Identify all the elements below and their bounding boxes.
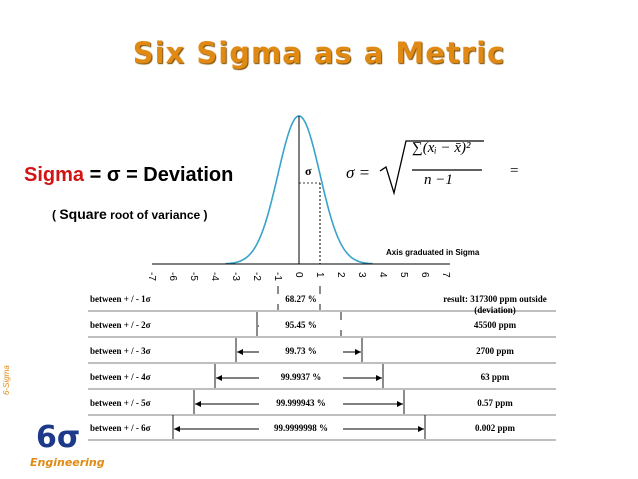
axis-tick: 1 [314,272,325,278]
row-label: between + / - 4σ [90,372,151,382]
row-result: 0.002 ppm [474,423,515,433]
row-percentage: 68.27 % [259,294,343,304]
row-arrowhead-left [174,426,180,432]
row-percentage: 95.45 % [259,320,343,330]
formula-numerator: ∑(xᵢ − x̄)² [412,140,471,156]
axis-tick: -4 [209,272,220,281]
row-label: between + / - 6σ [90,423,151,433]
axis-tick: -5 [188,272,199,281]
axis-note: Axis graduated in Sigma [386,248,480,257]
row-result: 0.57 ppm [477,398,513,408]
axis-tick: 6 [419,272,430,278]
logo-subtitle: Engineering [30,456,105,469]
row-result: 2700 ppm [476,346,514,356]
variance-note-rest: root of variance ) [106,208,208,222]
row-result: 45500 ppm [473,320,517,330]
row-percentage: 99.9937 % [259,372,343,382]
curve-sigma-label: σ [305,164,312,178]
axis-tick: -1 [272,272,283,281]
sigma-word: Sigma [24,164,85,186]
axis-tick: 2 [335,272,346,278]
row-arrowhead-left [237,349,243,355]
row-arrowhead-left [216,375,222,381]
axis-tick: 5 [398,272,409,278]
row-arrowhead-right [355,349,361,355]
logo: 6σ [36,420,81,455]
row-percentage: 99.9999998 % [259,423,343,433]
axis-tick: -6 [167,272,178,281]
axis-tick: -2 [251,272,262,281]
row-label: between + / - 3σ [90,346,151,356]
row-label: between + / - 2σ [90,320,151,330]
row-arrowhead-right [376,375,382,381]
sigma-definition: Sigma = σ = Deviation [24,164,233,187]
formula-denominator: n −1 [424,172,453,188]
row-arrowhead-left [195,401,201,407]
variance-note: ( Square root of variance ) [52,206,208,222]
axis-tick: 3 [356,272,367,278]
formula-lhs: σ = [346,163,371,182]
axis-tick: 0 [293,272,304,278]
axis-tick: 7 [440,272,451,278]
row-result: result: 317300 ppm outside [443,294,547,304]
row-percentage: 99.999943 % [259,398,343,408]
row-arrowhead-right [418,426,424,432]
variance-note-square: Square [59,206,107,222]
row-arrowhead-right [397,401,403,407]
row-label: between + / - 5σ [90,398,151,408]
axis-tick: -7 [146,272,157,281]
formula-radical [379,140,484,196]
row-result-note: (deviation) [474,305,516,315]
sigma-definition-rest: = σ = Deviation [89,164,234,186]
logo-side-text: 6-Sigma [2,365,11,395]
formula-trailing: = [510,163,519,179]
page-title: Six Sigma as a Metric [132,36,506,70]
row-label: between + / - 1σ [90,294,151,304]
axis-tick: 4 [377,272,388,278]
row-result: 63 ppm [480,372,510,382]
row-percentage: 99.73 % [259,346,343,356]
axis-tick: -3 [230,272,241,281]
variance-note-open: ( [52,208,60,222]
